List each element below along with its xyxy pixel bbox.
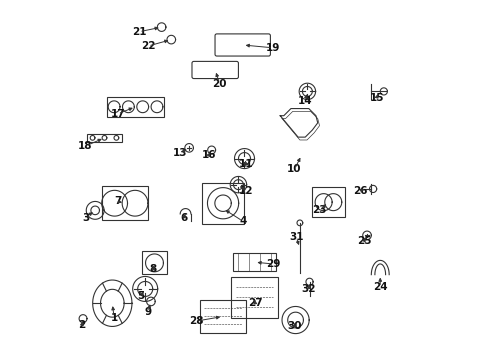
Bar — [201, 183, 244, 224]
Bar — [86, 134, 122, 142]
Bar — [142, 251, 166, 274]
Bar — [231, 276, 277, 318]
Text: 1: 1 — [110, 312, 118, 323]
Text: 25: 25 — [356, 236, 371, 246]
Bar — [233, 253, 275, 271]
Text: 4: 4 — [239, 216, 246, 226]
Text: 30: 30 — [286, 321, 301, 332]
Text: 13: 13 — [173, 148, 187, 158]
Text: 21: 21 — [132, 27, 146, 37]
Text: 5: 5 — [137, 291, 144, 301]
Text: 16: 16 — [201, 150, 216, 160]
Text: 17: 17 — [110, 109, 125, 119]
Text: 29: 29 — [265, 259, 280, 269]
Text: 22: 22 — [141, 41, 155, 51]
Bar — [312, 187, 344, 217]
Text: 24: 24 — [372, 282, 387, 292]
Text: 15: 15 — [368, 93, 383, 103]
Text: 27: 27 — [247, 298, 262, 308]
Text: 2: 2 — [78, 320, 85, 330]
Bar — [102, 186, 148, 220]
Text: 6: 6 — [180, 212, 187, 222]
Bar — [107, 97, 164, 117]
Text: 9: 9 — [144, 307, 151, 317]
Text: 26: 26 — [353, 186, 367, 196]
Text: 10: 10 — [286, 164, 301, 174]
Text: 23: 23 — [312, 205, 326, 215]
Text: 32: 32 — [301, 284, 315, 294]
Text: 20: 20 — [212, 78, 226, 89]
Text: 28: 28 — [189, 316, 203, 326]
Text: 14: 14 — [297, 96, 312, 107]
Text: 18: 18 — [78, 141, 93, 151]
Text: 12: 12 — [239, 186, 253, 196]
Bar — [200, 300, 246, 333]
Text: 8: 8 — [149, 264, 157, 274]
Text: 11: 11 — [239, 159, 253, 169]
Text: 31: 31 — [288, 232, 303, 242]
Text: 3: 3 — [82, 212, 89, 222]
Text: 7: 7 — [114, 197, 121, 206]
Text: 19: 19 — [265, 43, 280, 53]
